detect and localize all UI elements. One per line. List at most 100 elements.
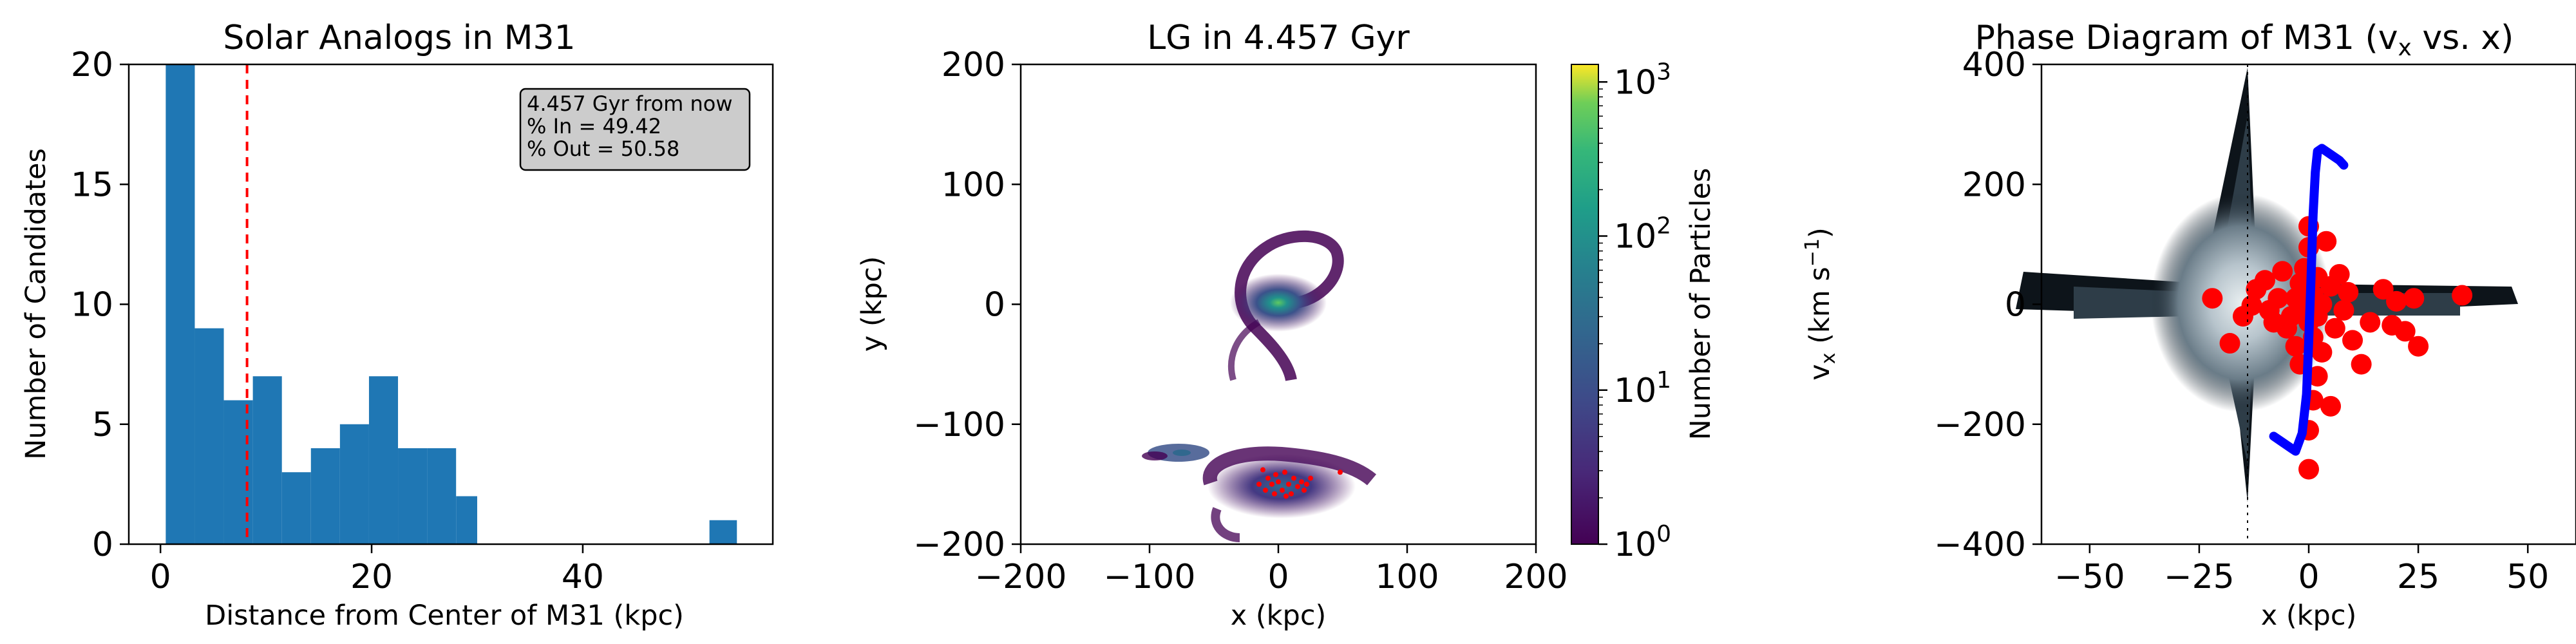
panel-phase: Phase Diagram of M31 (vx vs. x) −50 −25 0 2… xyxy=(1801,19,2576,632)
x-tick-label: 0 xyxy=(2298,558,2319,596)
phase-red-point xyxy=(2307,366,2328,387)
heatmap-red-point xyxy=(1302,488,1307,493)
histogram-x-label: Distance from Center of M31 (kpc) xyxy=(205,600,684,632)
histogram-bar xyxy=(194,328,224,544)
phase-y-label-units: (km s xyxy=(1804,267,1836,352)
histogram-bar xyxy=(456,496,477,544)
phase-red-point xyxy=(2394,321,2416,342)
y-tick-label: 400 xyxy=(1962,46,2026,84)
phase-red-point xyxy=(2272,261,2293,282)
heatmap-red-point xyxy=(1291,475,1296,481)
histogram-bar xyxy=(368,376,399,544)
phase-title-sub: x xyxy=(2398,35,2412,61)
histogram-bar xyxy=(281,472,311,544)
y-tick-label: 0 xyxy=(2005,286,2026,325)
colorbar xyxy=(1571,64,1599,545)
phase-density-core xyxy=(2151,193,2331,412)
histogram-bar xyxy=(252,376,282,544)
heatmap-red-point xyxy=(1273,471,1278,477)
colorbar-tick-label: 103 xyxy=(1614,59,1671,102)
phase-red-point xyxy=(2241,295,2262,316)
heatmap-red-point xyxy=(1289,491,1294,497)
phase-red-point xyxy=(2202,288,2223,309)
histogram-x-ticks: 0 20 40 xyxy=(150,544,604,596)
heatmap-red-point xyxy=(1308,475,1313,481)
x-tick-label: −200 xyxy=(975,558,1067,596)
heatmap-red-point xyxy=(1338,469,1343,475)
histogram-title: Solar Analogs in M31 xyxy=(223,19,575,57)
panel-histogram: Solar Analogs in M31 0 20 40 0 5 10 15 20 Dist… xyxy=(20,19,774,632)
y-tick-label: 10 xyxy=(71,286,113,325)
histogram-y-ticks: 0 5 10 15 20 xyxy=(71,46,129,564)
y-tick-label: 200 xyxy=(942,46,1005,84)
x-tick-label: 100 xyxy=(1375,558,1439,596)
y-tick-label: 0 xyxy=(92,526,113,564)
colorbar-tick-label: 100 xyxy=(1614,521,1671,564)
phase-red-point xyxy=(2386,290,2407,312)
y-tick-label: 5 xyxy=(92,406,113,444)
phase-red-point xyxy=(2372,279,2394,300)
heatmap-red-point xyxy=(1280,488,1285,493)
y-tick-label: 0 xyxy=(984,286,1005,325)
heatmap-red-point xyxy=(1260,467,1265,473)
x-tick-label: 20 xyxy=(350,558,393,596)
colorbar-tick-label: 102 xyxy=(1614,213,1671,256)
histogram-bar xyxy=(398,448,428,544)
heatmap-red-point xyxy=(1269,481,1274,487)
phase-red-point xyxy=(2333,299,2354,321)
phase-title-end: vs. x) xyxy=(2412,19,2514,57)
heatmap-x-ticks: −200 −100 0 100 200 xyxy=(975,544,1568,596)
x-tick-label: 50 xyxy=(2506,558,2549,596)
clump-left-trail xyxy=(1142,451,1168,460)
galaxy-upper xyxy=(1230,274,1327,332)
heatmap-red-points xyxy=(1256,467,1343,499)
phase-red-point xyxy=(2329,263,2350,285)
heatmap-red-point xyxy=(1304,481,1309,487)
y-tick-label: 15 xyxy=(71,166,113,204)
galaxy-lower xyxy=(1208,454,1356,518)
clump-left-core xyxy=(1173,450,1191,456)
heatmap-y-ticks: −200 −100 0 100 200 xyxy=(913,46,1021,564)
phase-red-point xyxy=(2338,281,2359,303)
phase-red-point xyxy=(2219,333,2240,354)
phase-curve xyxy=(2269,144,2349,456)
colorbar-tick-label: 101 xyxy=(1614,367,1671,410)
y-tick-label: 20 xyxy=(71,46,113,84)
heatmap-red-point xyxy=(1265,475,1271,481)
heatmap-red-point xyxy=(1282,469,1287,475)
panel-heatmap: LG in 4.457 Gyr −200 −100 0 100 200 −200 −100… xyxy=(856,19,1717,632)
y-tick-label: 200 xyxy=(1962,166,2026,204)
phase-red-point xyxy=(2298,459,2319,480)
y-tick-label: 100 xyxy=(942,166,1005,204)
x-tick-label: 200 xyxy=(1504,558,1567,596)
heatmap-red-point xyxy=(1299,479,1304,485)
colorbar-label: Number of Particles xyxy=(1685,168,1717,440)
phase-title: Phase Diagram of M31 (vx vs. x) xyxy=(1975,19,2514,61)
phase-red-point xyxy=(2342,330,2363,351)
phase-red-point xyxy=(2452,285,2473,306)
phase-x-label: x (kpc) xyxy=(2261,600,2357,632)
phase-red-point xyxy=(2311,342,2333,363)
heatmap-red-point xyxy=(1256,481,1262,487)
phase-red-point xyxy=(2403,288,2425,309)
x-tick-label: 25 xyxy=(2397,558,2439,596)
phase-red-point xyxy=(2408,336,2429,357)
histogram-bar xyxy=(427,448,457,544)
phase-y-label-sup: −1 xyxy=(1801,238,1824,267)
x-tick-label: −100 xyxy=(1104,558,1196,596)
heatmap-title: LG in 4.457 Gyr xyxy=(1147,19,1410,57)
heatmap-red-point xyxy=(1286,481,1291,487)
x-tick-label: 0 xyxy=(1267,558,1289,596)
heatmap-red-point xyxy=(1295,484,1300,489)
phase-title-main: Phase Diagram of M31 (v xyxy=(1975,19,2398,57)
heatmap-red-point xyxy=(1276,479,1281,485)
x-tick-label: 40 xyxy=(562,558,604,596)
heatmap-red-point xyxy=(1283,493,1289,499)
histogram-bar xyxy=(223,400,253,544)
annotation-box: 4.457 Gyr from now % In = 49.42 % Out = … xyxy=(519,88,751,171)
y-tick-label: −200 xyxy=(913,526,1005,564)
phase-red-point xyxy=(2351,354,2372,375)
phase-red-point xyxy=(2285,336,2306,357)
phase-red-point xyxy=(2320,395,2342,417)
